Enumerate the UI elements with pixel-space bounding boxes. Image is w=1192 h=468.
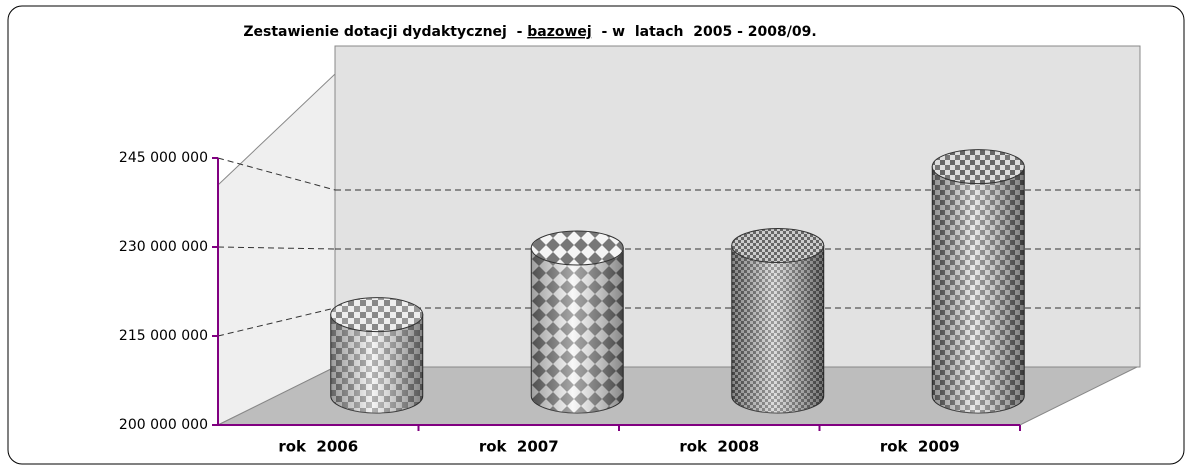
cylinder-top: [731, 228, 825, 264]
title-part: - w latach 2005 - 2008/09.: [592, 24, 817, 40]
cylinder-top: [530, 230, 624, 266]
x-tick-label: rok 2008: [679, 438, 759, 456]
y-tick-label: 245 000 000: [119, 150, 208, 166]
title-part: bazowej: [527, 24, 591, 40]
y-tick-label: 200 000 000: [119, 417, 208, 433]
grid-line: [217, 307, 336, 337]
cylinder-shade: [330, 314, 423, 413]
cylinder-shade: [731, 245, 824, 413]
cylinder-top: [931, 149, 1025, 185]
title-part: Zestawienie dotacji dydaktycznej -: [243, 24, 527, 40]
grid-line: [217, 157, 336, 191]
cylinder-top: [330, 297, 424, 333]
x-tick-label: rok 2007: [479, 438, 559, 456]
chart-title: Zestawienie dotacji dydaktycznej - bazow…: [243, 24, 816, 40]
y-tick-label: 230 000 000: [119, 239, 208, 255]
x-tick-label: rok 2009: [880, 438, 960, 456]
x-tick-label: rok 2006: [278, 438, 358, 456]
cylinder-shade: [531, 248, 624, 413]
cylinder-shade: [932, 166, 1025, 413]
y-tick-label: 215 000 000: [119, 328, 208, 344]
